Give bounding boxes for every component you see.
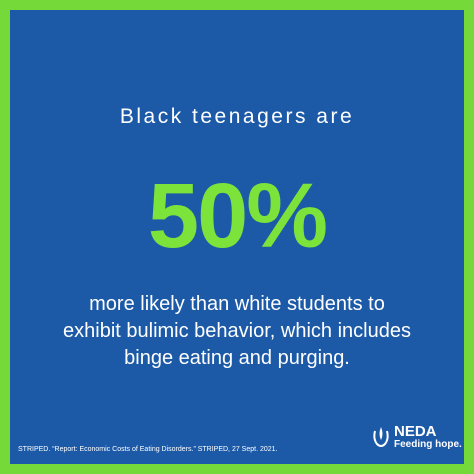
logo-icon [373, 427, 389, 447]
logo: NEDA Feeding hope. [372, 424, 462, 450]
logo-name: NEDA [394, 423, 437, 440]
body-line: binge eating and purging. [124, 347, 350, 369]
logo-tagline: Feeding hope. [394, 439, 462, 450]
statistic: 50% [147, 165, 328, 267]
body-line: more likely than white students to [89, 293, 385, 315]
panel: Black teenagers are 50% more likely than… [10, 10, 464, 464]
body-line: exhibit bulimic behavior, which includes [63, 320, 411, 342]
citation: STRIPED. “Report: Economic Costs of Eati… [18, 446, 278, 453]
headline: Black teenagers are [119, 105, 355, 128]
body-text: more likely than white students to exhib… [10, 291, 464, 372]
